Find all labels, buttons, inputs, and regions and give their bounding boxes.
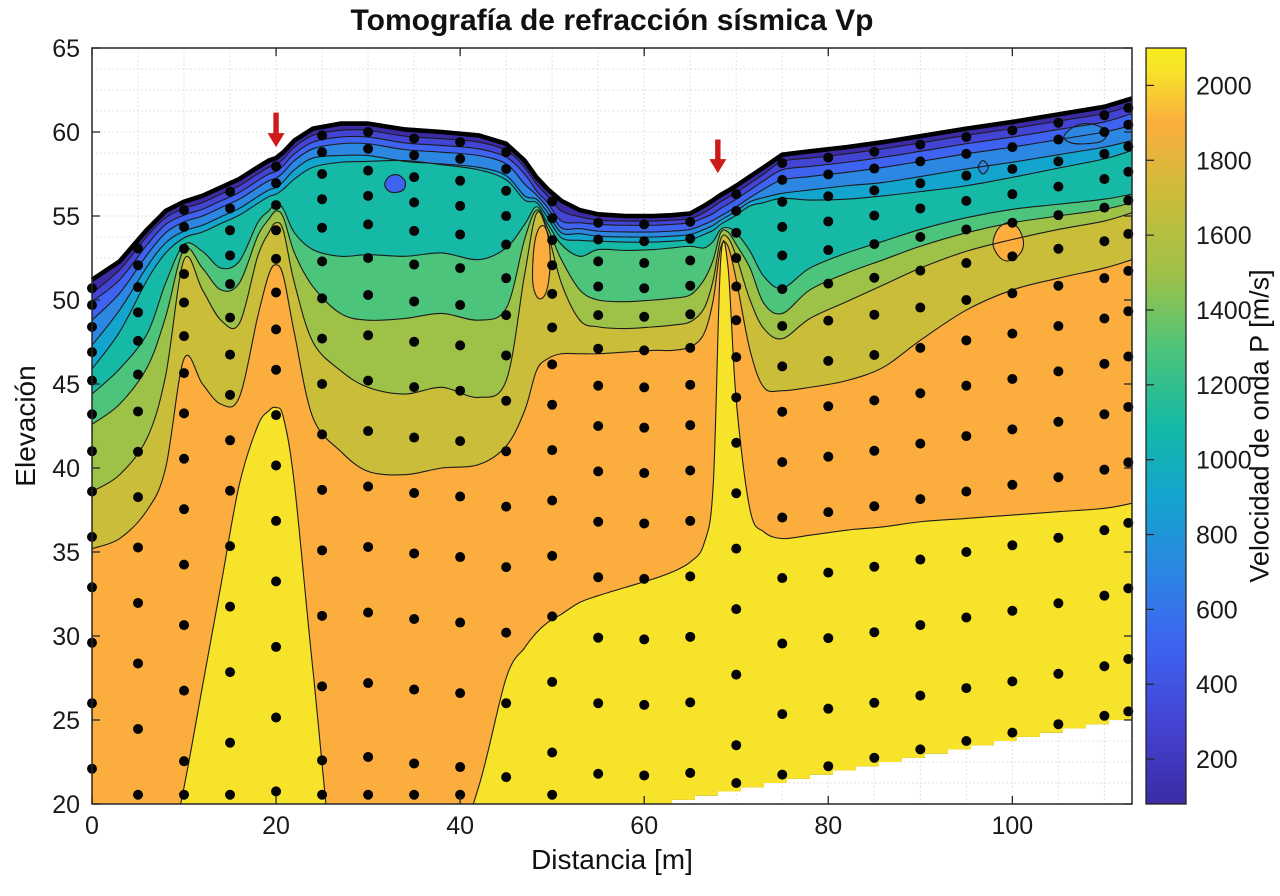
colorbar-tick-label: 1400 <box>1196 297 1252 325</box>
colorbar: 200 400 600 800 1000 1200 1400 1600 1800 2000 <box>1145 47 1252 805</box>
x-tick-label: 60 <box>630 812 658 840</box>
red-arrow-2 <box>709 139 727 174</box>
y-tick-label: 50 <box>52 287 80 315</box>
colorbar-tick-label: 1800 <box>1196 147 1252 175</box>
y-tick-label: 40 <box>52 455 80 483</box>
model-node-dots <box>87 102 1134 800</box>
colorbar-tick-label: 800 <box>1196 522 1238 550</box>
x-tick-label: 20 <box>262 812 290 840</box>
axes-frame <box>91 47 1133 805</box>
colorbar-tick-label: 400 <box>1196 671 1238 699</box>
y-tick-label: 60 <box>52 119 80 147</box>
x-tick-label: 40 <box>446 812 474 840</box>
colorbar-tick-label: 200 <box>1196 746 1238 774</box>
red-arrow-1 <box>267 112 285 148</box>
y-tick-label: 35 <box>52 539 80 567</box>
contour-fill-bands <box>92 98 1132 804</box>
x-tick-labels: 0 20 40 60 80 100 <box>85 812 1033 840</box>
y-tick-label: 45 <box>52 371 80 399</box>
colorbar-tick-label: 2000 <box>1196 72 1252 100</box>
anomaly-arrows <box>267 112 727 174</box>
x-axis-label: Distancia [m] <box>531 844 693 875</box>
colorbar-tick-label: 1600 <box>1196 222 1252 250</box>
y-axis-label: Elevación <box>10 365 41 487</box>
colorbar-tick-label: 1000 <box>1196 447 1252 475</box>
x-tick-label: 0 <box>85 812 99 840</box>
colorbar-tick-label: 600 <box>1196 596 1238 624</box>
colorbar-label: Velocidad de onda P [m/s] <box>1244 269 1275 583</box>
y-tick-label: 65 <box>52 35 80 63</box>
y-tick-label: 20 <box>52 791 80 819</box>
topography-line <box>90 96 1133 282</box>
colorbar-tick-label: 1200 <box>1196 372 1252 400</box>
y-tick-label: 30 <box>52 623 80 651</box>
y-tick-labels: 20 25 30 35 40 45 50 55 60 65 <box>52 35 80 819</box>
colorbar-gradient <box>1145 47 1187 805</box>
y-tick-label: 25 <box>52 707 80 735</box>
x-tick-label: 100 <box>991 812 1033 840</box>
x-tick-label: 80 <box>814 812 842 840</box>
y-tick-label: 55 <box>52 203 80 231</box>
chart-title: Tomografía de refracción sísmica Vp <box>350 4 874 37</box>
